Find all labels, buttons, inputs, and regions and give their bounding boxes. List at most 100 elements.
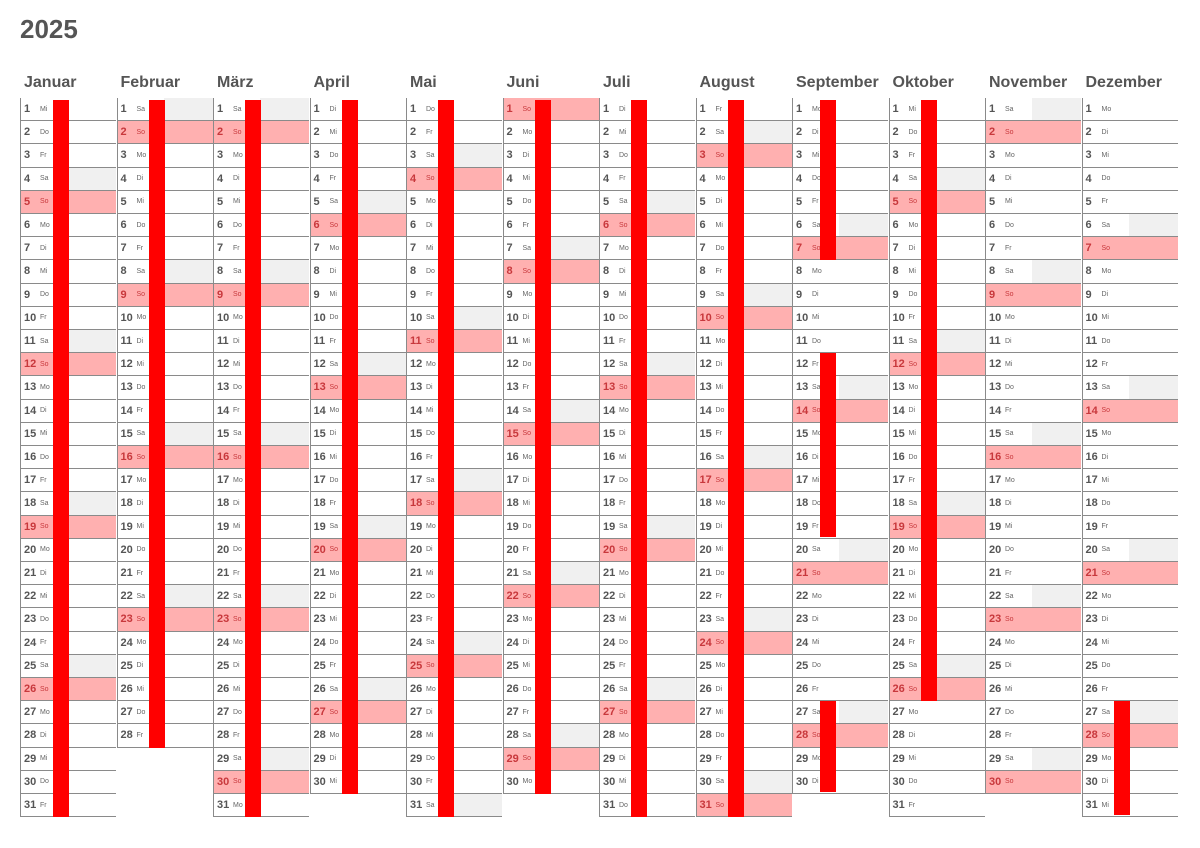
weekday-shade — [1129, 632, 1178, 654]
weekday-shade — [453, 423, 502, 445]
day-cell: 16 So — [116, 446, 213, 470]
weekday-shade — [839, 400, 888, 422]
day-number: 28 — [796, 729, 809, 742]
day-cell: 27 Sa — [1081, 701, 1178, 725]
weekday-shade — [357, 307, 406, 329]
day-number: 7 — [24, 242, 31, 255]
day-cell: 28 Di — [888, 724, 985, 748]
day-cell: 31 Sa — [406, 794, 502, 818]
day-number: 14 — [217, 404, 230, 417]
weekday-shade — [646, 492, 695, 514]
day-cell: 21 Do — [695, 562, 792, 586]
day-number: 12 — [24, 358, 37, 371]
weekday-label: Di — [522, 476, 530, 484]
day-cell: 24 Mo — [213, 631, 309, 655]
weekday-label: Mi — [329, 291, 337, 299]
day-cell: 7 Di — [888, 237, 985, 261]
day-number: 25 — [796, 659, 809, 672]
day-cell: 7 Mo — [599, 237, 695, 261]
weekday-label: Do — [136, 383, 146, 391]
day-cell: 2 So — [116, 121, 213, 145]
weekday-shade — [743, 655, 792, 677]
day-cell: 31 Fr — [888, 794, 985, 818]
weekday-label: Di — [522, 151, 530, 159]
day-cell: 6 Fr — [502, 214, 599, 238]
day-cell: 9 Do — [888, 283, 985, 307]
day-cell: 31 Do — [599, 794, 695, 818]
day-cell: 13 Do — [985, 376, 1081, 400]
weekday-shade — [67, 654, 116, 677]
weekday-label: Mo — [426, 685, 436, 693]
weekday-shade — [164, 608, 213, 630]
weekday-label: Sa — [715, 615, 725, 623]
weekday-shade — [453, 237, 502, 259]
month-name: Mai — [410, 74, 437, 91]
day-number: 20 — [603, 543, 616, 556]
weekday-shade — [936, 376, 985, 398]
day-cell: 29 Do — [406, 747, 502, 771]
weekday-label: So — [715, 314, 725, 322]
day-cell: 24 Fr — [888, 631, 985, 655]
weekday-shade — [1032, 168, 1081, 190]
day-cell: 24 Sa — [406, 631, 502, 655]
weekday-label: Mi — [1005, 523, 1013, 531]
day-cell: 16 Mi — [309, 446, 406, 470]
weekday-shade — [67, 144, 116, 166]
day-number: 24 — [410, 636, 423, 649]
weekday-shade — [164, 724, 213, 746]
weekday-label: Mo — [522, 453, 533, 461]
day-number: 2 — [989, 126, 996, 139]
weekday-label: Di — [426, 708, 433, 716]
day-number: 28 — [1085, 729, 1098, 742]
day-cell: 15 Fr — [695, 422, 792, 446]
day-number: 8 — [1085, 265, 1092, 278]
day-number: 4 — [217, 172, 224, 185]
day-cell: 5 So — [888, 190, 985, 214]
day-number: 6 — [796, 219, 803, 232]
month-name: Januar — [24, 74, 77, 91]
weekday-label: Do — [522, 360, 532, 368]
weekday-label: Sa — [426, 314, 435, 322]
day-cell: 3 Di — [502, 144, 599, 168]
day-number: 18 — [796, 497, 809, 510]
day-number: 14 — [796, 404, 809, 417]
weekday-label: Do — [619, 639, 628, 647]
weekday-label: Sa — [812, 546, 821, 554]
weekday-label: Fr — [426, 615, 433, 623]
day-number: 3 — [699, 149, 706, 162]
vacation-bar — [53, 100, 69, 818]
weekday-shade — [453, 655, 502, 677]
day-cell: 14 Mi — [406, 399, 502, 423]
day-number: 9 — [796, 288, 803, 301]
day-number: 28 — [989, 729, 1002, 742]
weekday-shade — [357, 446, 406, 468]
day-number: 3 — [120, 149, 127, 162]
day-number: 4 — [24, 172, 31, 185]
day-number: 7 — [217, 242, 224, 255]
weekday-label: Mi — [619, 291, 627, 299]
day-number: 25 — [120, 659, 133, 672]
day-cell: 20 Mo — [888, 538, 985, 562]
weekday-label: Di — [812, 778, 819, 786]
weekday-shade — [453, 631, 502, 654]
day-cell: 30 Mi — [309, 770, 406, 794]
weekday-label: Mo — [426, 360, 436, 368]
weekday-shade — [646, 632, 695, 654]
weekday-label: Mo — [1005, 476, 1015, 484]
day-number: 10 — [410, 311, 423, 324]
day-number: 15 — [410, 427, 423, 440]
weekday-shade — [550, 353, 599, 375]
day-cell: 19 So — [888, 515, 985, 539]
day-cell: 19 Mo — [406, 515, 502, 539]
weekday-label: Do — [812, 175, 821, 183]
weekday-label: So — [233, 778, 242, 786]
day-cell: 12 Sa — [599, 353, 695, 377]
day-cell: 1 So — [502, 98, 599, 122]
weekday-shade — [550, 585, 599, 607]
weekday-shade — [67, 516, 116, 538]
weekday-shade — [67, 748, 116, 770]
weekday-shade — [260, 284, 309, 306]
weekday-shade — [1129, 678, 1178, 700]
day-cell: 27 Di — [406, 701, 502, 725]
day-number: 15 — [120, 427, 133, 440]
